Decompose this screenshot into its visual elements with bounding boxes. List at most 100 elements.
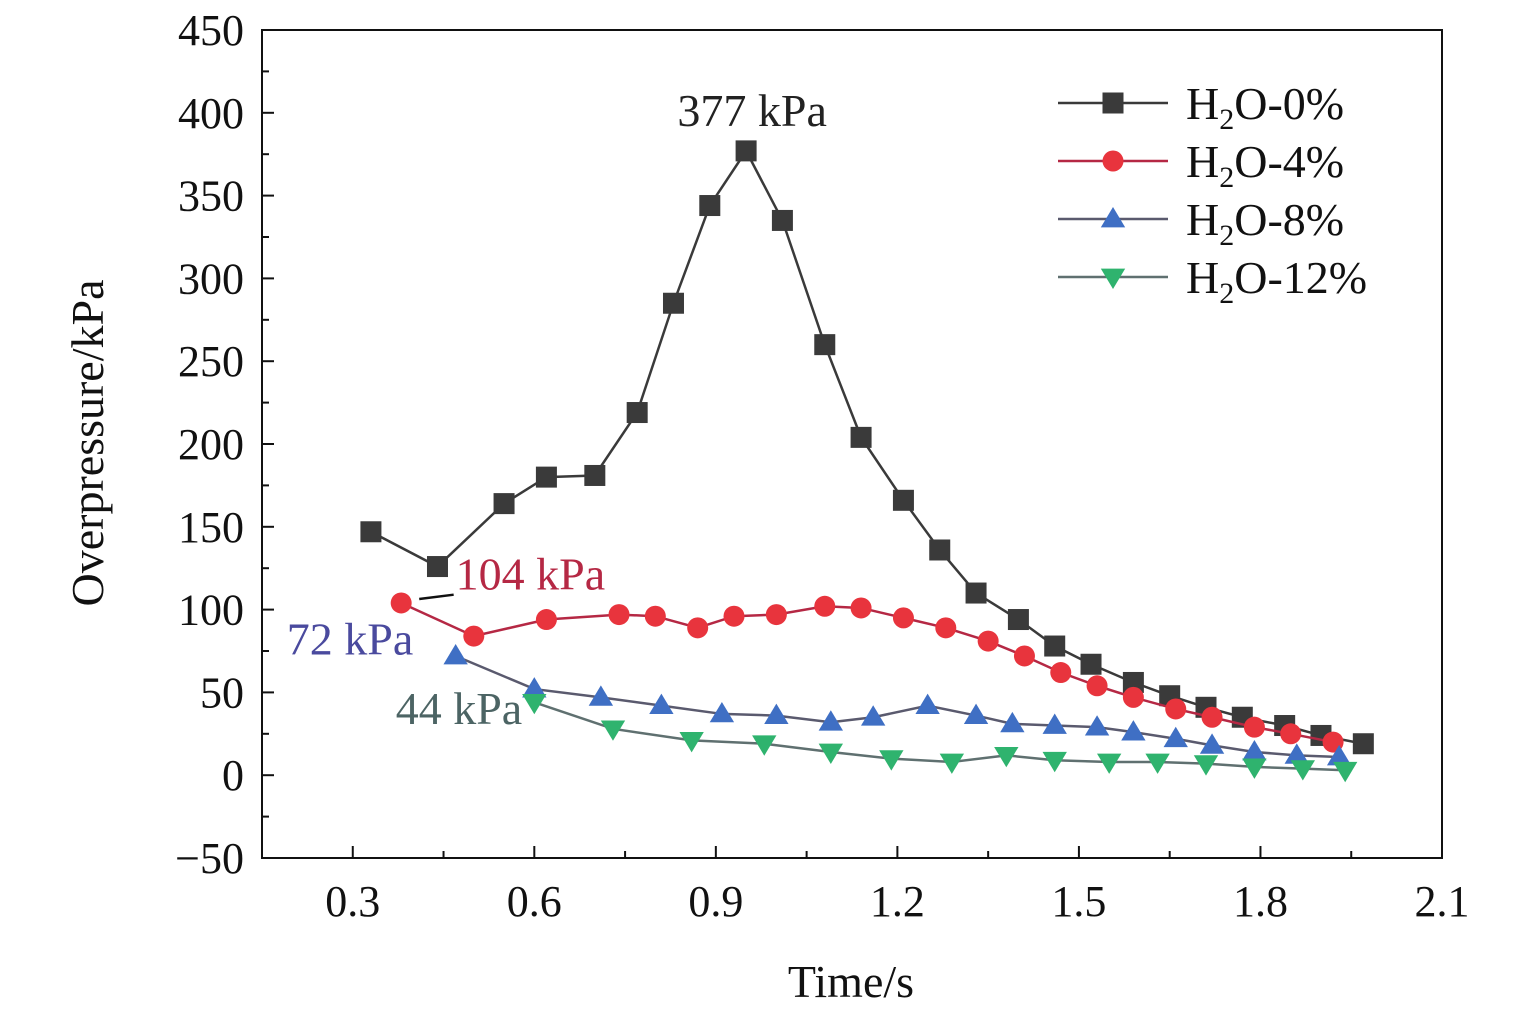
- legend-label-main: H: [1186, 136, 1219, 187]
- legend-label: H2O-0%: [1186, 78, 1344, 136]
- data-point: [1284, 743, 1309, 764]
- data-point: [1086, 675, 1108, 697]
- data-point: [1242, 758, 1267, 779]
- legend-label: H2O-4%: [1186, 136, 1344, 194]
- data-point: [1243, 716, 1265, 738]
- annotation-layer: 377 kPa 104 kPa 72 kPa 44 kPa: [287, 85, 827, 734]
- y-tick-label: 150: [178, 503, 244, 552]
- data-point: [709, 701, 735, 723]
- data-point: [1242, 740, 1267, 761]
- series-h2o-4-: [390, 592, 1344, 753]
- data-point: [965, 582, 987, 604]
- data-point: [360, 521, 382, 543]
- data-point: [390, 592, 412, 614]
- legend-label-main: H: [1186, 78, 1219, 129]
- data-point: [994, 746, 1019, 768]
- series-layer: [360, 140, 1374, 783]
- series-h2o-8-: [443, 643, 1352, 766]
- data-point: [1042, 713, 1067, 734]
- data-point: [1080, 653, 1102, 675]
- y-tick-label: 250: [178, 337, 244, 386]
- data-point: [687, 617, 709, 639]
- data-point: [1013, 645, 1035, 667]
- data-point: [850, 597, 872, 619]
- y-tick-label: 50: [200, 668, 244, 717]
- x-tick-label: 0.3: [325, 877, 380, 926]
- data-point: [1332, 761, 1358, 783]
- data-point: [608, 604, 630, 626]
- y-tick-label: 350: [178, 172, 244, 221]
- data-point: [1121, 720, 1146, 741]
- legend-label: H2O-8%: [1186, 194, 1344, 252]
- data-point: [535, 609, 557, 631]
- y-tick-label: −50: [175, 834, 244, 883]
- data-point: [764, 703, 789, 724]
- data-point: [1044, 635, 1066, 657]
- legend-label-subscript: 2: [1219, 103, 1234, 136]
- data-point: [600, 720, 626, 741]
- x-axis-title: Time/s: [788, 956, 914, 1007]
- x-tick-label: 1.8: [1233, 877, 1288, 926]
- legend-label-subscript: 2: [1219, 219, 1234, 252]
- data-point: [1193, 755, 1219, 776]
- data-point: [850, 426, 872, 448]
- legend-item: H2O-8%: [1058, 194, 1344, 252]
- series-line: [400, 601, 1334, 744]
- legend-label-rest: O-8%: [1234, 194, 1344, 245]
- data-point: [1165, 698, 1187, 720]
- y-tick-label: 100: [178, 586, 244, 635]
- data-point: [892, 489, 914, 511]
- data-point: [860, 705, 886, 726]
- data-point: [723, 605, 745, 627]
- data-point: [939, 753, 965, 774]
- data-point: [1199, 733, 1225, 754]
- data-point: [662, 292, 684, 314]
- x-tick-label: 1.5: [1051, 877, 1106, 926]
- data-point: [649, 693, 674, 715]
- data-point: [1290, 760, 1316, 781]
- data-point: [1122, 671, 1144, 693]
- data-point: [1326, 745, 1352, 766]
- annotation-label: 104 kPa: [456, 549, 605, 600]
- data-point: [1163, 726, 1188, 748]
- data-point: [1201, 706, 1223, 728]
- data-point: [892, 607, 914, 629]
- x-tick-label: 1.2: [870, 877, 925, 926]
- y-tick-label: 300: [178, 254, 244, 303]
- y-tick-label: 200: [178, 420, 244, 469]
- legend-item: H2O-0%: [1058, 78, 1344, 136]
- annotation-label: 72 kPa: [287, 613, 414, 664]
- data-point: [463, 625, 485, 647]
- data-point: [1096, 753, 1122, 774]
- series-h2o-0-: [360, 140, 1374, 755]
- annotation-label: 377 kPa: [677, 85, 827, 136]
- data-point: [1145, 753, 1170, 774]
- legend-label-subscript: 2: [1219, 277, 1234, 310]
- x-tick-label: 0.6: [507, 877, 562, 926]
- data-point: [977, 630, 999, 652]
- data-point: [535, 466, 557, 488]
- data-point: [929, 539, 951, 561]
- data-point: [679, 732, 704, 753]
- data-point: [522, 677, 547, 698]
- legend-marker: [1102, 150, 1124, 172]
- data-point: [588, 685, 614, 706]
- data-point: [626, 402, 648, 424]
- legend-marker: [1102, 92, 1124, 114]
- legend-label-rest: O-4%: [1234, 136, 1344, 187]
- data-point: [818, 710, 844, 731]
- data-point: [584, 464, 606, 486]
- x-tick-label: 2.1: [1415, 877, 1470, 926]
- legend-label-rest: O-0%: [1234, 78, 1344, 129]
- axes-layer: −50 0 50 100 150 200 250 300 350 400 450 0.3 0.6 0.9 1…: [175, 6, 1469, 926]
- data-point: [814, 595, 836, 617]
- data-point: [1352, 733, 1374, 755]
- x-tick-label: 0.9: [688, 877, 743, 926]
- data-point: [1050, 662, 1072, 684]
- annotation-leader: [419, 593, 454, 601]
- data-point: [963, 703, 989, 724]
- annotation-label: 44 kPa: [396, 683, 523, 734]
- data-point: [879, 750, 904, 771]
- data-point: [771, 209, 793, 231]
